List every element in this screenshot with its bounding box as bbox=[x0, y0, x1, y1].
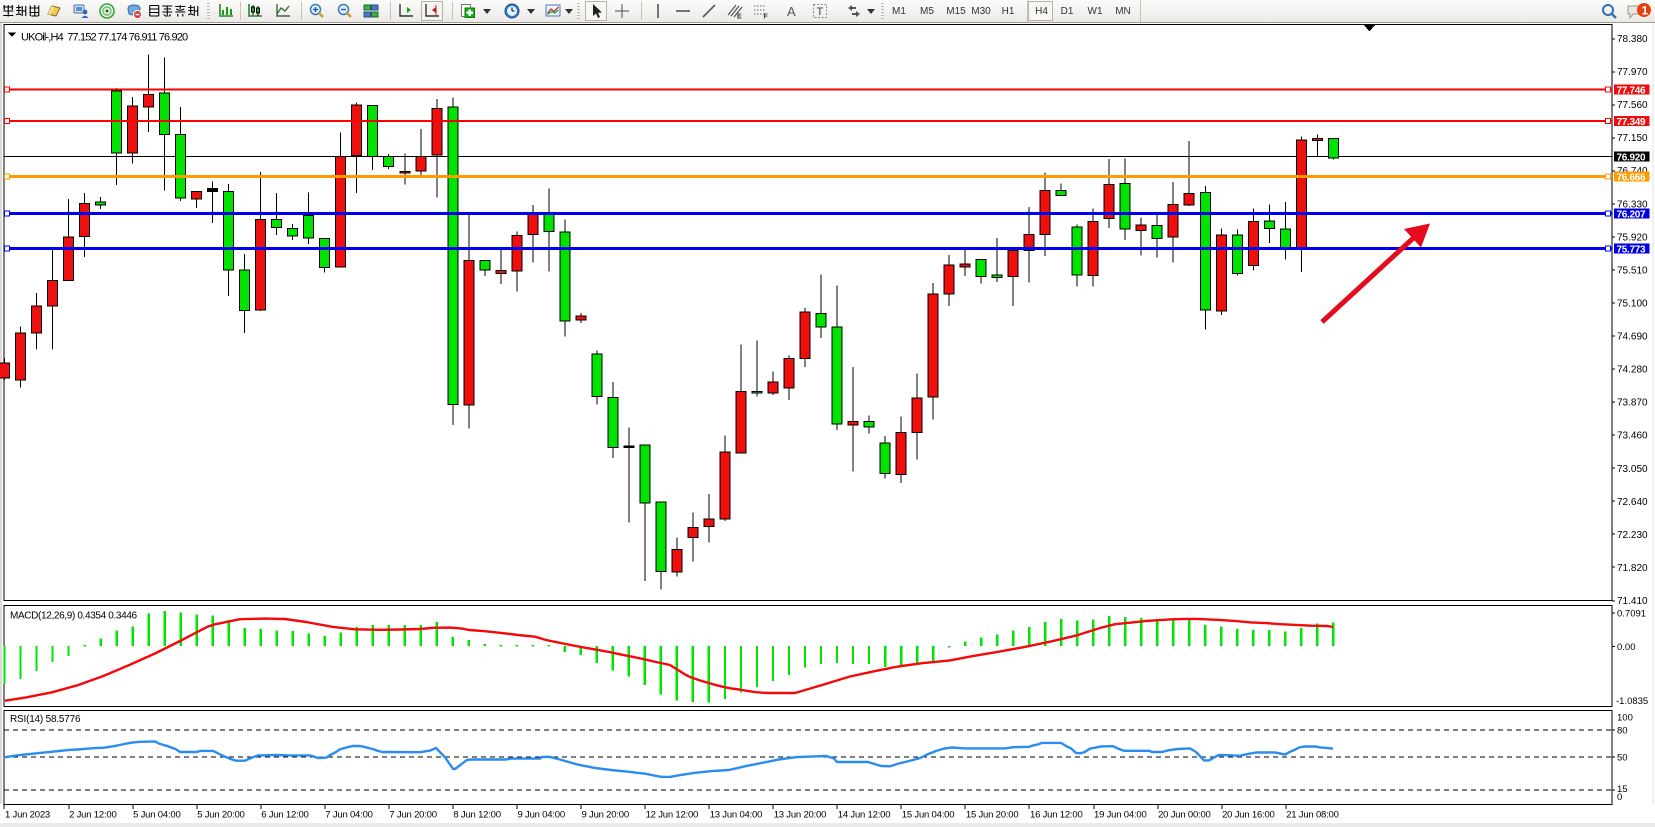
svg-text:9 Jun 20:00: 9 Jun 20:00 bbox=[582, 810, 629, 821]
svg-text:0.00: 0.00 bbox=[1617, 642, 1636, 653]
svg-text:19 Jun 04:00: 19 Jun 04:00 bbox=[1094, 810, 1147, 821]
svg-text:72.230: 72.230 bbox=[1617, 530, 1648, 541]
svg-text:72.640: 72.640 bbox=[1617, 497, 1648, 508]
svg-text:20 Jun 16:00: 20 Jun 16:00 bbox=[1222, 810, 1275, 821]
svg-text:T: T bbox=[817, 6, 824, 18]
svg-text:8 Jun 12:00: 8 Jun 12:00 bbox=[453, 810, 500, 821]
svg-text:20 Jun 00:00: 20 Jun 00:00 bbox=[1158, 810, 1211, 821]
svg-text:1: 1 bbox=[1642, 4, 1649, 18]
svg-text:F: F bbox=[764, 14, 769, 20]
svg-text:75.920: 75.920 bbox=[1617, 232, 1648, 243]
svg-text:9 Jun 04:00: 9 Jun 04:00 bbox=[518, 810, 565, 821]
svg-text:12 Jun 12:00: 12 Jun 12:00 bbox=[646, 810, 699, 821]
svg-text:5 Jun 04:00: 5 Jun 04:00 bbox=[133, 810, 180, 821]
svg-text:77.349: 77.349 bbox=[1617, 117, 1647, 128]
svg-text:71.820: 71.820 bbox=[1617, 563, 1648, 574]
svg-text:16 Jun 12:00: 16 Jun 12:00 bbox=[1030, 810, 1083, 821]
svg-text:100: 100 bbox=[1617, 713, 1633, 724]
svg-text:73.460: 73.460 bbox=[1617, 431, 1648, 442]
svg-text:76.666: 76.666 bbox=[1617, 172, 1647, 183]
svg-text:76.330: 76.330 bbox=[1617, 199, 1648, 210]
svg-text:1 Jun 2023: 1 Jun 2023 bbox=[5, 810, 50, 821]
svg-text:E: E bbox=[737, 14, 742, 20]
svg-text:76.207: 76.207 bbox=[1617, 209, 1647, 220]
svg-text:77.560: 77.560 bbox=[1617, 100, 1648, 111]
svg-text:75.510: 75.510 bbox=[1617, 265, 1648, 276]
svg-text:2 Jun 12:00: 2 Jun 12:00 bbox=[69, 810, 116, 821]
svg-text:50: 50 bbox=[1617, 752, 1628, 763]
svg-text:15 Jun 20:00: 15 Jun 20:00 bbox=[966, 810, 1019, 821]
svg-text:15 Jun 04:00: 15 Jun 04:00 bbox=[902, 810, 955, 821]
svg-text:7 Jun 04:00: 7 Jun 04:00 bbox=[325, 810, 372, 821]
svg-text:0: 0 bbox=[1617, 792, 1622, 803]
svg-text:73.870: 73.870 bbox=[1617, 398, 1648, 409]
svg-text:13 Jun 04:00: 13 Jun 04:00 bbox=[710, 810, 763, 821]
svg-text:71.410: 71.410 bbox=[1617, 596, 1648, 607]
svg-text:75.100: 75.100 bbox=[1617, 299, 1648, 310]
svg-text:77.150: 77.150 bbox=[1617, 133, 1648, 144]
svg-text:13 Jun 20:00: 13 Jun 20:00 bbox=[774, 810, 827, 821]
svg-text:7 Jun 20:00: 7 Jun 20:00 bbox=[389, 810, 436, 821]
svg-text:15: 15 bbox=[1617, 784, 1628, 795]
svg-text:MACD(12,26,9) 0.4354 0.3446: MACD(12,26,9) 0.4354 0.3446 bbox=[10, 611, 138, 622]
svg-text:5 Jun 20:00: 5 Jun 20:00 bbox=[197, 810, 244, 821]
svg-text:76.920: 76.920 bbox=[1617, 152, 1647, 163]
svg-text:77.746: 77.746 bbox=[1617, 85, 1647, 96]
svg-text:74.690: 74.690 bbox=[1617, 332, 1648, 343]
svg-text:RSI(14) 58.5776: RSI(14) 58.5776 bbox=[10, 714, 81, 725]
svg-text:-1.0835: -1.0835 bbox=[1616, 696, 1648, 707]
svg-text:21 Jun 08:00: 21 Jun 08:00 bbox=[1286, 810, 1339, 821]
svg-text:80: 80 bbox=[1617, 725, 1628, 736]
svg-text:77.970: 77.970 bbox=[1617, 67, 1648, 78]
svg-text:75.773: 75.773 bbox=[1617, 244, 1647, 255]
svg-text:6 Jun 12:00: 6 Jun 12:00 bbox=[261, 810, 308, 821]
svg-text:UKOil-,H4 77.152 77.174 76.91: UKOil-,H4 77.152 77.174 76.911 76.920 bbox=[21, 32, 188, 44]
svg-text:74.280: 74.280 bbox=[1617, 365, 1648, 376]
svg-text:73.050: 73.050 bbox=[1617, 464, 1648, 475]
svg-text:78.380: 78.380 bbox=[1617, 34, 1648, 45]
svg-text:14 Jun 12:00: 14 Jun 12:00 bbox=[838, 810, 891, 821]
svg-text:0.7091: 0.7091 bbox=[1617, 609, 1646, 620]
